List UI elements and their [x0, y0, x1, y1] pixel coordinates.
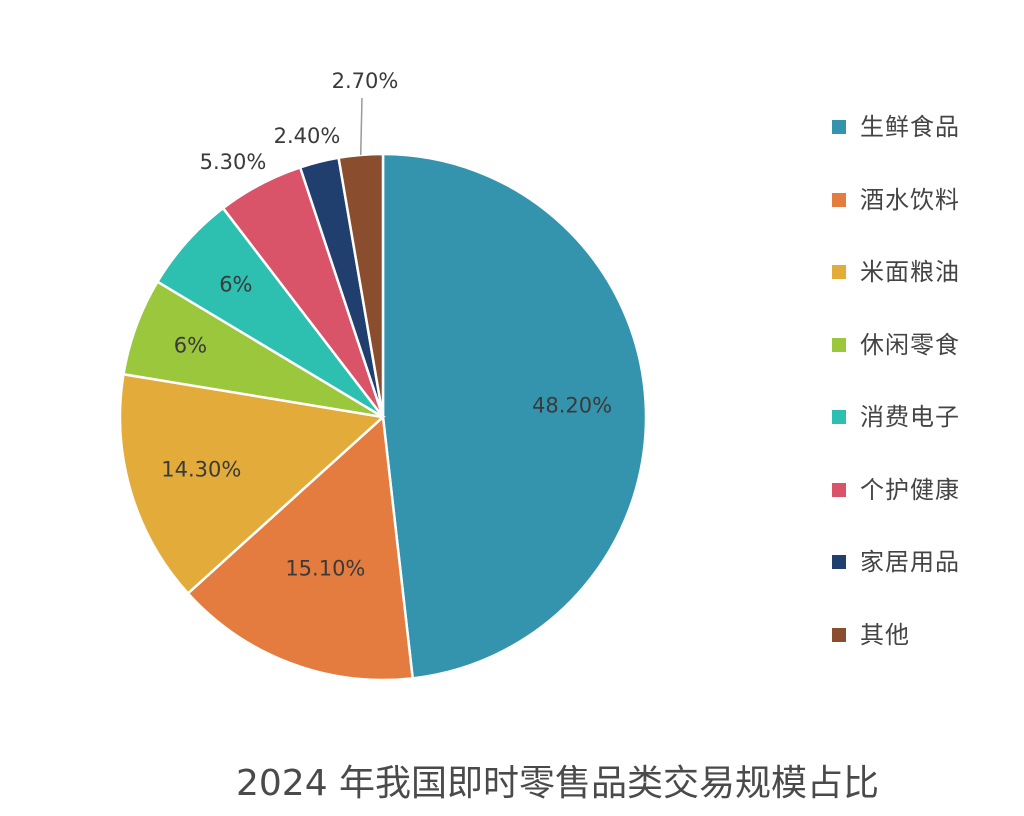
legend-label: 酒水饮料: [860, 185, 960, 214]
legend-item-6: 家居用品: [832, 539, 1012, 612]
legend-swatch: [832, 627, 846, 642]
legend: 生鲜食品 酒水饮料 米面粮油 休闲零食 消费电子 个护健康 家居用品 其他: [832, 104, 1012, 684]
legend-label: 消费电子: [860, 403, 960, 431]
pie-slice-0: [381, 152, 648, 680]
legend-label: 其他: [860, 620, 910, 649]
slice-label-0: 48.20%: [532, 393, 612, 417]
pie-slice-1: [186, 414, 415, 682]
legend-swatch: [832, 265, 846, 279]
pie-slice-2: [118, 372, 386, 596]
legend-item-0: 生鲜食品: [832, 104, 1012, 177]
legend-item-4: 消费电子: [832, 394, 1012, 467]
legend-label: 生鲜食品: [860, 113, 960, 141]
legend-swatch: [832, 192, 846, 207]
legend-swatch: [832, 482, 846, 497]
legend-label: 个护健康: [860, 475, 960, 504]
legend-swatch: [832, 120, 846, 134]
slice-label-6: 2.40%: [274, 124, 341, 148]
legend-swatch: [832, 410, 846, 424]
leader-line-7: [359, 97, 363, 155]
chart-title: 2024 年我国即时零售品类交易规模占比: [236, 763, 880, 804]
legend-item-5: 个护健康: [832, 467, 1012, 540]
slice-label-2: 14.30%: [161, 457, 241, 481]
slice-label-3: 6%: [174, 333, 207, 357]
legend-item-7: 其他: [832, 612, 1012, 685]
legend-label: 休闲零食: [860, 330, 960, 359]
legend-item-3: 休闲零食: [832, 322, 1012, 395]
legend-label: 家居用品: [860, 548, 960, 576]
slice-label-4: 6%: [219, 273, 252, 297]
slice-label-7: 2.70%: [332, 69, 399, 93]
legend-swatch: [832, 337, 846, 352]
legend-item-2: 米面粮油: [832, 249, 1012, 322]
legend-swatch: [832, 555, 846, 569]
slice-label-5: 5.30%: [200, 150, 267, 174]
legend-item-1: 酒水饮料: [832, 177, 1012, 250]
legend-label: 米面粮油: [860, 258, 960, 286]
slice-label-1: 15.10%: [285, 557, 365, 581]
